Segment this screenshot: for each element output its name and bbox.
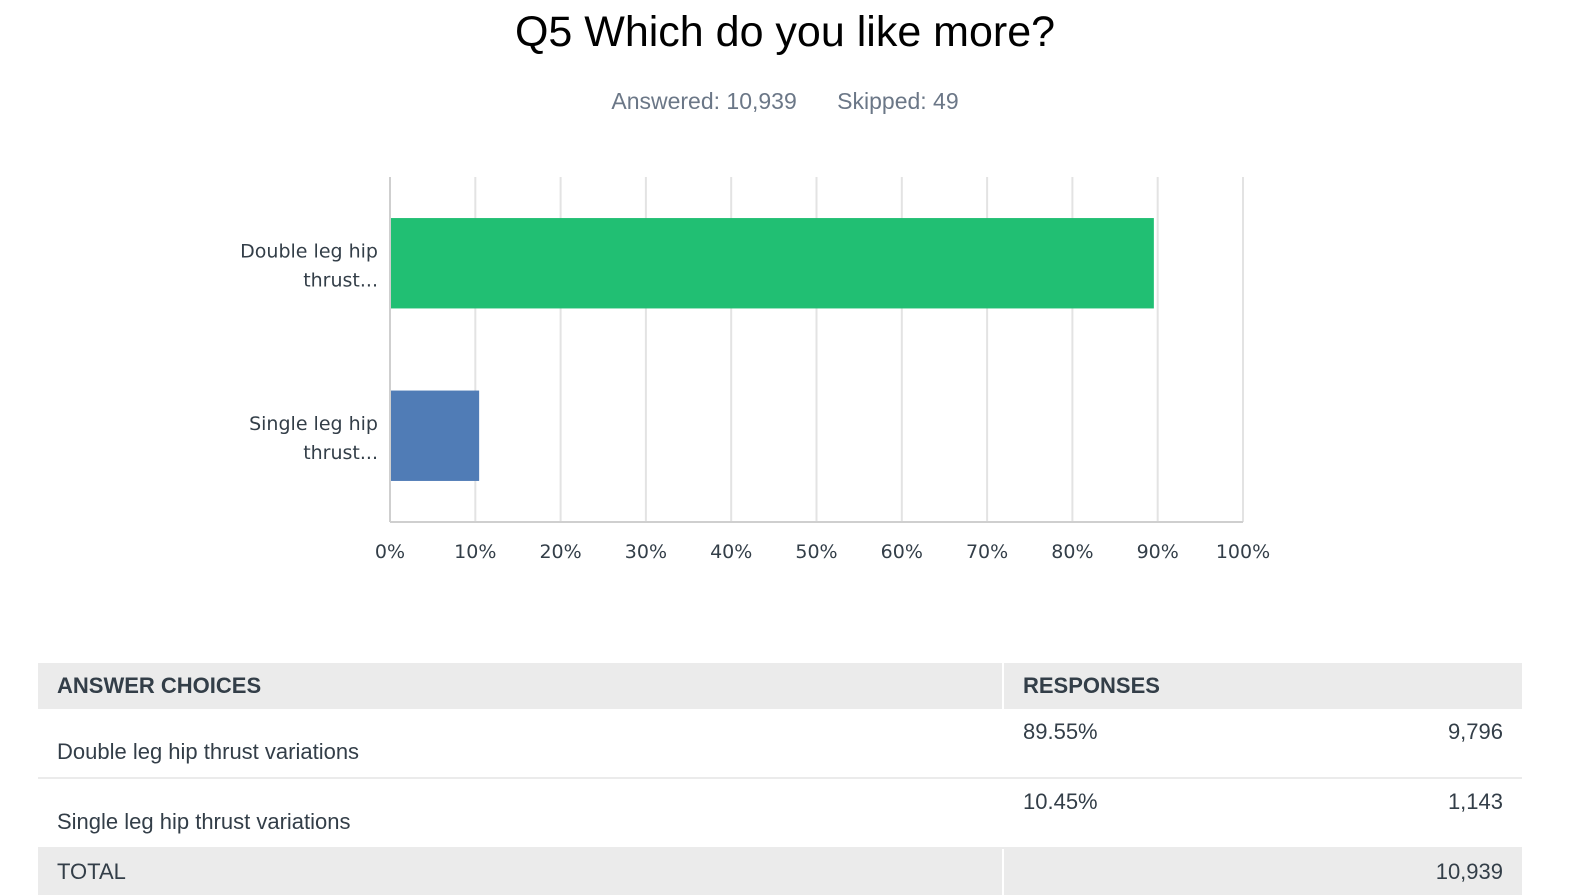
y-category-label: Single leg hip thrust... [249, 413, 378, 464]
skipped-count: Skipped: 49 [837, 88, 959, 114]
x-tick-label: 10% [454, 541, 496, 563]
response-stats: Answered: 10,939 Skipped: 49 [0, 88, 1570, 115]
x-tick-label: 80% [1051, 541, 1093, 563]
answered-count: Answered: 10,939 [611, 88, 797, 114]
x-tick-label: 0% [375, 541, 405, 563]
y-category-label: Double leg hip thrust... [240, 240, 378, 291]
header-answer-choices: ANSWER CHOICES [38, 663, 1004, 709]
x-tick-label: 60% [881, 541, 923, 563]
bar [391, 390, 480, 481]
category-labels: Double leg hip thrust... Single leg hip thr… [240, 240, 378, 464]
x-tick-label: 70% [966, 541, 1008, 563]
x-tick-label: 30% [625, 541, 667, 563]
bar-chart: Double leg hip thrust... Single leg hip thr… [240, 177, 1270, 563]
total-count: 10,939 [1272, 848, 1522, 895]
bars [391, 218, 1154, 481]
choice-cell: Double leg hip thrust variations [38, 709, 1004, 779]
x-tick-label: 40% [710, 541, 752, 563]
tick-labels: 0% 10% 20% 30% 40% 50% 60% 70% 80% 90% 100% [375, 541, 1270, 563]
table-row: Single leg hip thrust variations 10.45% … [38, 778, 1522, 849]
table-header-row: ANSWER CHOICES RESPONSES [38, 663, 1522, 709]
axes [389, 177, 1243, 523]
percent-cell: 89.55% [1001, 709, 1273, 779]
total-row: TOTAL 10,939 [38, 848, 1522, 895]
responses-table: ANSWER CHOICES RESPONSES Double leg hip … [38, 663, 1522, 895]
table-row: Double leg hip thrust variations 89.55% … [38, 709, 1522, 779]
choice-cell: Single leg hip thrust variations [38, 778, 1004, 849]
count-cell: 9,796 [1272, 709, 1522, 779]
x-tick-label: 100% [1216, 541, 1270, 563]
total-percent-cell [1001, 848, 1273, 895]
count-cell: 1,143 [1272, 778, 1522, 849]
x-tick-label: 90% [1137, 541, 1179, 563]
total-label: TOTAL [38, 848, 1004, 895]
x-tick-label: 50% [795, 541, 837, 563]
question-title: Q5 Which do you like more? [514, 8, 1056, 56]
percent-cell: 10.45% [1001, 778, 1273, 849]
header-responses: RESPONSES [1003, 663, 1522, 709]
bar [391, 218, 1154, 309]
x-tick-label: 20% [539, 541, 581, 563]
